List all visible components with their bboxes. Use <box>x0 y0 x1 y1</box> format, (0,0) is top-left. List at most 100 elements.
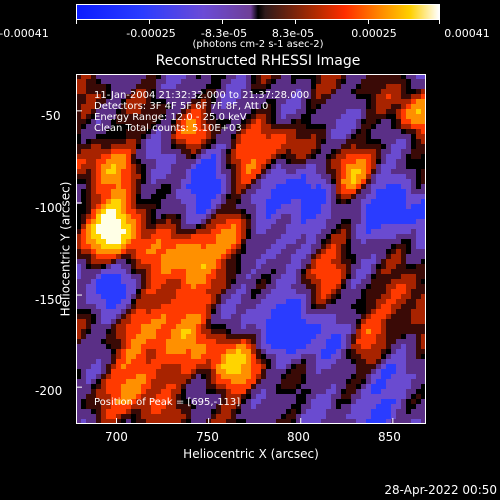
heatmap-cell <box>76 284 82 290</box>
heatmap-cell <box>361 89 367 95</box>
heatmap-cell <box>291 74 297 80</box>
heatmap-cell <box>286 229 292 235</box>
heatmap-cell <box>101 154 107 160</box>
heatmap-cell <box>366 344 372 350</box>
heatmap-cell <box>336 334 342 340</box>
heatmap-cell <box>266 289 272 295</box>
heatmap-cell <box>321 379 327 385</box>
heatmap-cell <box>161 379 167 385</box>
heatmap-cell <box>81 279 87 285</box>
heatmap-cell <box>221 134 227 140</box>
heatmap-cell <box>321 349 327 355</box>
heatmap-cell <box>271 384 277 390</box>
heatmap-cell <box>251 279 257 285</box>
heatmap-cell <box>201 274 207 280</box>
heatmap-cell <box>296 319 302 325</box>
heatmap-cell <box>251 389 257 395</box>
heatmap-cell <box>206 324 212 330</box>
heatmap-cell <box>301 194 307 200</box>
heatmap-cell <box>136 274 142 280</box>
heatmap-cell <box>206 369 212 375</box>
heatmap-cell <box>371 109 377 115</box>
heatmap-cell <box>86 164 92 170</box>
heatmap-cell <box>286 279 292 285</box>
heatmap-cell <box>176 359 182 365</box>
heatmap-cell <box>361 389 367 395</box>
heatmap-cell <box>106 339 112 345</box>
heatmap-cell <box>106 94 112 100</box>
heatmap-cell <box>111 244 117 250</box>
heatmap-cell <box>216 329 222 335</box>
heatmap-cell <box>116 379 122 385</box>
heatmap-cell <box>251 324 257 330</box>
heatmap-cell <box>151 74 157 80</box>
heatmap-cell <box>181 334 187 340</box>
heatmap-cell <box>196 244 202 250</box>
heatmap-cell <box>271 354 277 360</box>
heatmap-cell <box>191 264 197 270</box>
heatmap-cell <box>396 414 402 420</box>
heatmap-cell <box>311 294 317 300</box>
heatmap-cell <box>386 234 392 240</box>
heatmap-cell <box>271 274 277 280</box>
heatmap-cell <box>331 399 337 405</box>
heatmap-cell <box>341 344 347 350</box>
heatmap-cell <box>341 134 347 140</box>
heatmap-cell <box>321 374 327 380</box>
heatmap-cell <box>411 329 417 335</box>
heatmap-cell <box>306 264 312 270</box>
heatmap-cell <box>296 84 302 90</box>
heatmap-cell <box>331 349 337 355</box>
heatmap-cell <box>206 194 212 200</box>
heatmap-cell <box>226 179 232 185</box>
heatmap-cell <box>291 284 297 290</box>
heatmap-cell <box>271 359 277 365</box>
heatmap-cell <box>146 74 152 80</box>
heatmap-cell <box>161 124 167 130</box>
heatmap-cell <box>281 164 287 170</box>
heatmap-cell <box>136 159 142 165</box>
heatmap-cell <box>106 229 112 235</box>
heatmap-cell <box>386 169 392 175</box>
heatmap-cell <box>391 414 397 420</box>
heatmap-cell <box>81 274 87 280</box>
heatmap-cell <box>286 399 292 405</box>
heatmap-cell <box>401 159 407 165</box>
heatmap-cell <box>291 119 297 125</box>
heatmap-cell <box>361 374 367 380</box>
heatmap-cell <box>361 134 367 140</box>
heatmap-cell <box>266 174 272 180</box>
heatmap-cell <box>256 354 262 360</box>
heatmap-cell <box>116 104 122 110</box>
heatmap-cell <box>391 174 397 180</box>
heatmap-cell <box>376 109 382 115</box>
heatmap-cell <box>296 109 302 115</box>
heatmap-cell <box>251 209 257 215</box>
heatmap-cell <box>141 234 147 240</box>
heatmap-cell <box>351 154 357 160</box>
heatmap-cell <box>261 249 267 255</box>
heatmap-cell <box>341 154 347 160</box>
heatmap-cell <box>231 84 237 90</box>
heatmap-cell <box>276 214 282 220</box>
heatmap-cell <box>336 384 342 390</box>
heatmap-cell <box>106 314 112 320</box>
heatmap-cell <box>146 384 152 390</box>
heatmap-cell <box>326 144 332 150</box>
heatmap-cell <box>311 119 317 125</box>
heatmap-cell <box>266 374 272 380</box>
heatmap-cell <box>251 154 257 160</box>
heatmap-cell <box>176 74 182 80</box>
heatmap-cell <box>301 149 307 155</box>
heatmap-cell <box>421 154 426 160</box>
heatmap-cell <box>401 239 407 245</box>
heatmap-cell <box>151 394 157 400</box>
heatmap-cell <box>321 259 327 265</box>
heatmap-cell <box>101 219 107 225</box>
heatmap-cell <box>186 144 192 150</box>
heatmap-cell <box>241 364 247 370</box>
heatmap-cell <box>176 169 182 175</box>
heatmap-cell <box>261 339 267 345</box>
heatmap-cell <box>166 144 172 150</box>
heatmap-cell <box>421 224 426 230</box>
